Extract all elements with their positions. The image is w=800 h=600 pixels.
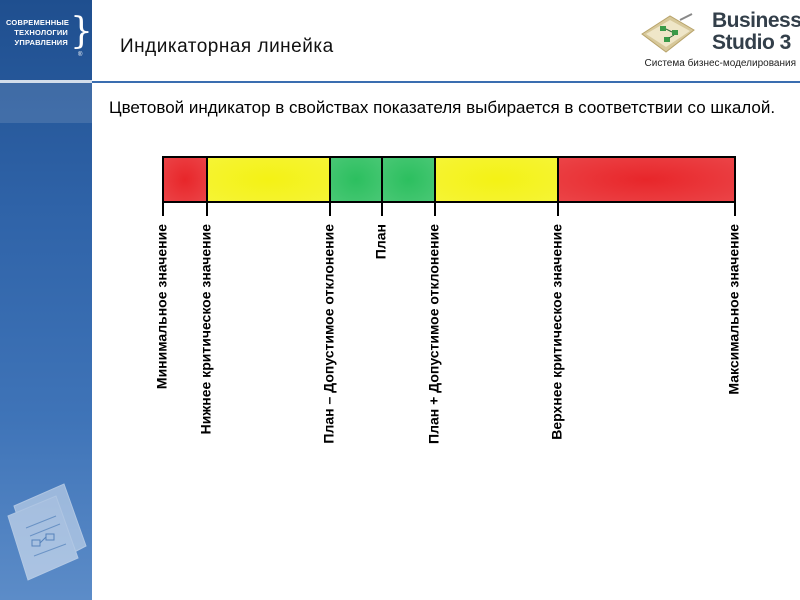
sidebar: СОВРЕМЕННЫЕ ТЕХНОЛОГИИ УПРАВЛЕНИЯ } ® xyxy=(0,0,92,600)
sidebar-divider xyxy=(0,80,92,83)
scale-marker-label: Максимальное значение xyxy=(726,224,742,395)
description-text: Цветовой индикатор в свойствах показател… xyxy=(109,98,776,117)
page-title: Индикаторная линейка xyxy=(120,36,334,57)
scale-marker-label: План – Допустимое отклонение xyxy=(321,224,337,444)
scale-segment-red xyxy=(557,156,736,203)
registered-mark: ® xyxy=(78,52,83,58)
scale-segment-yellow xyxy=(434,156,559,203)
brace-icon: } xyxy=(70,11,92,52)
company-logo: СОВРЕМЕННЫЕ ТЕХНОЛОГИИ УПРАВЛЕНИЯ } ® xyxy=(6,14,92,68)
company-logo-line: ТЕХНОЛОГИИ xyxy=(14,28,68,37)
brand-name-line1: Business xyxy=(712,9,800,32)
scale-segment-red xyxy=(162,156,208,203)
brand-tagline: Система бизнес-моделирования xyxy=(644,58,796,69)
scale-segment-green xyxy=(381,156,436,203)
scale-marker-label: Минимальное значение xyxy=(154,224,170,389)
header-rule xyxy=(92,81,800,83)
scale-segment-green xyxy=(329,156,383,203)
document-icon xyxy=(7,483,87,581)
scale-marker-label: Нижнее критическое значение xyxy=(198,224,214,435)
brand-name-line2: Studio 3 xyxy=(712,31,791,54)
header: Индикаторная линейка Business Studio 3 С… xyxy=(92,0,800,82)
scale-marker-label: Верхнее критическое значение xyxy=(549,224,565,440)
company-logo-line: СОВРЕМЕННЫЕ xyxy=(6,18,70,27)
scale-segment-yellow xyxy=(206,156,331,203)
scale-marker-label: План + Допустимое отклонение xyxy=(426,224,442,444)
business-studio-mark-icon xyxy=(641,13,695,53)
scale-marker-label: План xyxy=(373,224,389,259)
business-studio-logo: Business Studio 3 Система бизнес-моделир… xyxy=(632,8,800,74)
company-logo-line: УПРАВЛЕНИЯ xyxy=(14,38,68,47)
sidebar-band xyxy=(0,83,92,123)
